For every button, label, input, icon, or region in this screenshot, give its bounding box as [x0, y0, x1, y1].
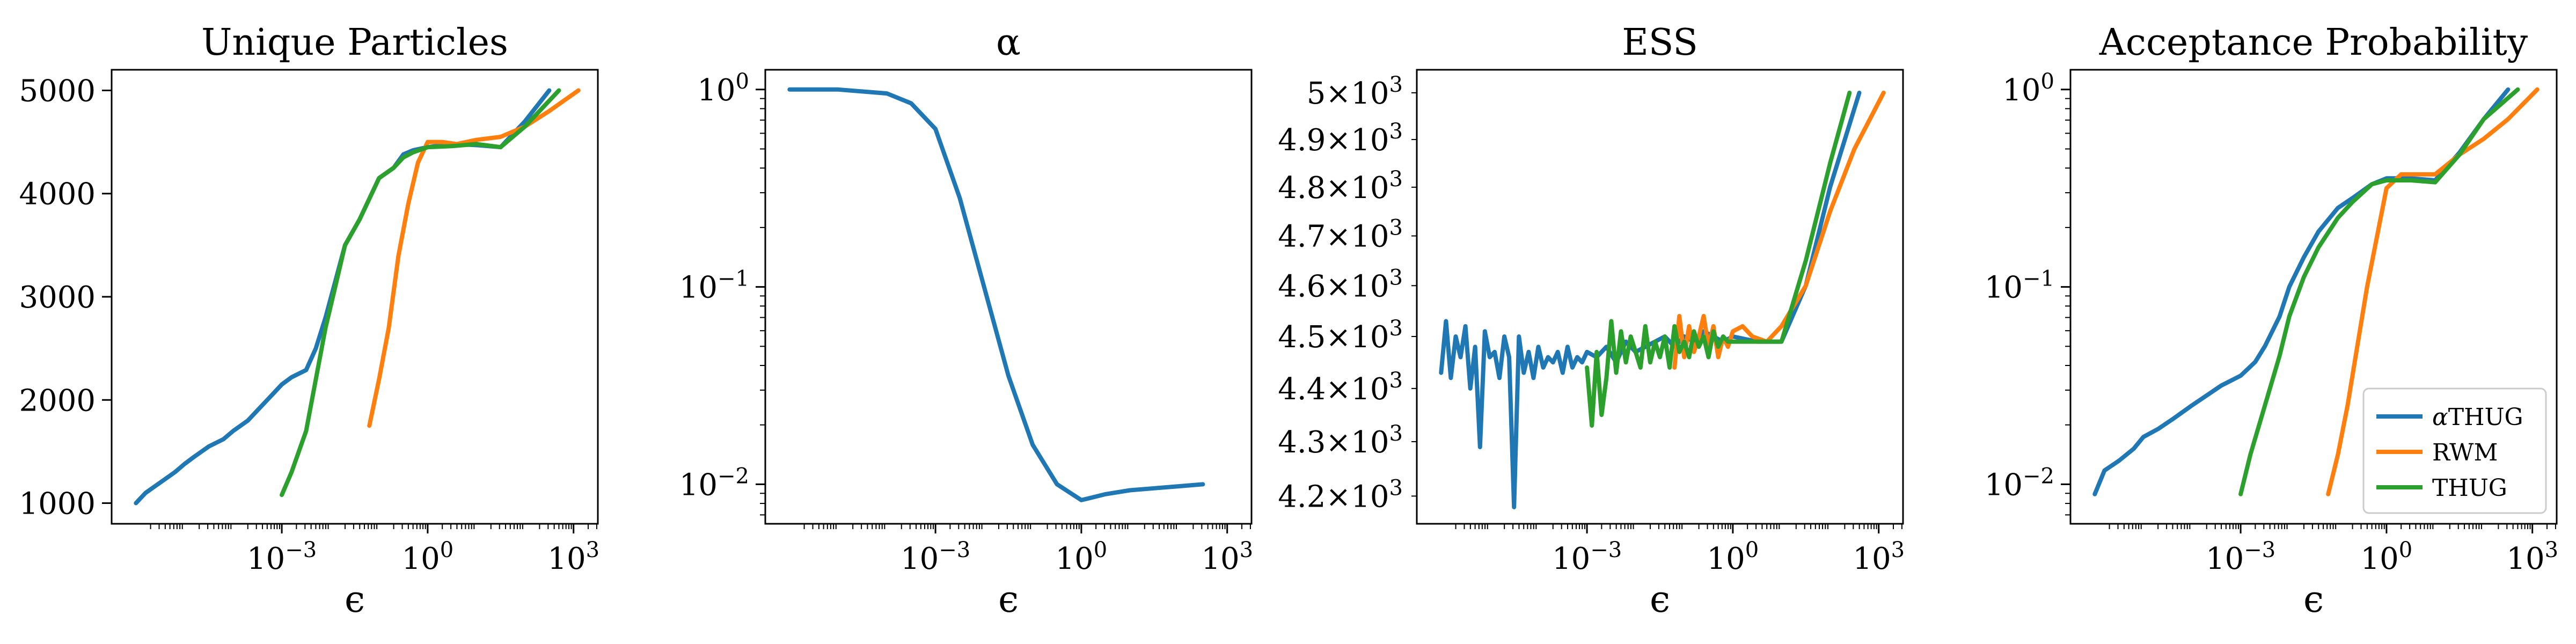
x-axis-label: ϵ [345, 579, 365, 621]
y-tick-label: 4.6×103 [1278, 265, 1403, 304]
y-tick-label: 10−1 [679, 267, 749, 305]
panel-1: Unique Particles 10−3 100 103 ϵ 1000 2000 3000 4… [19, 21, 599, 621]
y-tick-label: 10−1 [1985, 267, 2054, 305]
y-tick-label: 4.4×103 [1278, 368, 1403, 407]
y-tick-label: 100 [697, 69, 749, 108]
x-tick-label: 10−3 [1552, 538, 1622, 576]
y-tick-label: 3000 [19, 280, 96, 315]
panel-3: ESS 10−3 100 103 ϵ 4.2×103 4.3×103 4.4×103 4.5×1… [1278, 21, 1905, 621]
x-tick-label: 100 [1707, 538, 1759, 576]
panel-title: Unique Particles [201, 21, 508, 64]
x-tick-label: 103 [547, 538, 599, 576]
axes-frame [111, 69, 599, 525]
panel-4: Acceptance Probability 10−3 100 103 ϵ 100 10−1… [1985, 21, 2558, 621]
series-line-THUG [1585, 90, 1852, 428]
y-tick-label: 5×103 [1307, 72, 1403, 111]
x-tick-label: 103 [1201, 538, 1253, 576]
axes-frame [2069, 69, 2558, 525]
x-tick-label: 10−3 [901, 538, 970, 576]
x-tick-label: 103 [2506, 538, 2558, 576]
y-tick-label: 4.5×103 [1278, 316, 1403, 355]
legend: αTHUG RWM THUG [2362, 387, 2547, 514]
x-axis-label: ϵ [998, 579, 1019, 621]
x-axis-label: ϵ [2303, 579, 2324, 621]
y-tick-label: 100 [2002, 69, 2054, 108]
y-tick-label: 4000 [19, 177, 96, 212]
panel-title: Acceptance Probability [2099, 21, 2528, 64]
y-tick-label: 4.3×103 [1278, 421, 1403, 460]
series-line-aTHUG [134, 88, 552, 506]
panel-title: α [996, 21, 1021, 64]
y-tick-label: 4.8×103 [1278, 167, 1403, 206]
series-line-RWM [367, 88, 581, 428]
x-tick-label: 10−3 [247, 538, 317, 576]
y-tick-label: 4.9×103 [1278, 119, 1403, 158]
series-line-THUG [280, 88, 561, 497]
y-tick-label: 2000 [19, 383, 96, 418]
axes-frame [764, 69, 1253, 525]
x-tick-label: 100 [2361, 538, 2413, 576]
series-line-aTHUG [787, 87, 1205, 502]
series-line-RWM [1672, 90, 1886, 370]
x-tick-label: 100 [1056, 538, 1108, 576]
axes-frame [1416, 69, 1904, 525]
legend-label: RWM [2432, 439, 2498, 466]
legend-box [2362, 387, 2547, 514]
y-tick-label: 10−2 [679, 464, 749, 502]
x-tick-label: 103 [1853, 538, 1905, 576]
y-tick-label: 5000 [19, 74, 96, 108]
panel-title: ESS [1622, 21, 1698, 64]
legend-label: THUG [2432, 474, 2507, 502]
x-tick-label: 100 [402, 538, 454, 576]
legend-label: αTHUG [2432, 404, 2523, 431]
x-tick-label: 10−3 [2206, 538, 2275, 576]
y-tick-label: 1000 [19, 487, 96, 522]
series-line-THUG [2238, 87, 2520, 496]
y-tick-label: 4.2×103 [1278, 475, 1403, 514]
y-tick-label: 4.7×103 [1278, 216, 1403, 254]
y-tick-label: 10−2 [1985, 464, 2054, 502]
x-axis-label: ϵ [1650, 579, 1670, 621]
panel-2: α 10−3 100 103 ϵ 100 10−1 10−2 [679, 21, 1253, 621]
